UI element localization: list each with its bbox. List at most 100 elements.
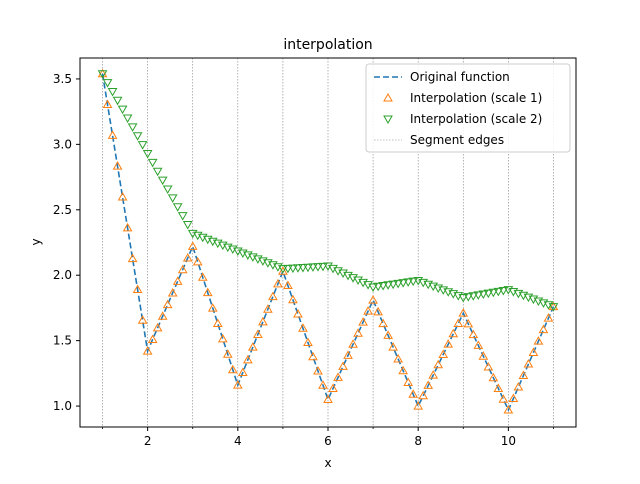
- legend-handle-scale2: [383, 115, 393, 125]
- scale2-point: [147, 158, 158, 168]
- scale1-point: [478, 351, 489, 360]
- scale2-point: [97, 70, 108, 79]
- scale2-point: [383, 281, 393, 290]
- scale1-point: [533, 336, 544, 345]
- scale1-point: [273, 278, 283, 288]
- scale1-point: [518, 370, 529, 380]
- scale1-point: [468, 329, 479, 339]
- scale2-point: [298, 264, 308, 273]
- scale1-point: [313, 366, 323, 375]
- scale1-point: [132, 284, 143, 293]
- scale1-point: [513, 382, 524, 391]
- scale1-point: [167, 287, 178, 297]
- scale1-point: [102, 99, 113, 109]
- scale1-point: [288, 294, 298, 304]
- legend-handle-scale1: [383, 92, 393, 102]
- scale1-point: [508, 393, 519, 403]
- scale1-point: [348, 339, 358, 348]
- scale1-point: [338, 361, 348, 370]
- scale2-point: [483, 289, 494, 299]
- scale1-point: [283, 280, 293, 290]
- x-tick-label: 2: [144, 434, 152, 448]
- scale1-point: [237, 367, 248, 376]
- scale1-point: [142, 346, 153, 355]
- scale2-point: [107, 87, 118, 97]
- x-axis-label: x: [324, 456, 331, 470]
- legend: Original function Interpolation (scale 1)…: [365, 63, 571, 153]
- scale1-point: [328, 383, 338, 392]
- chart-title: interpolation: [283, 37, 372, 53]
- scale1-point: [127, 253, 138, 263]
- scale2-point: [398, 279, 409, 288]
- scale1-point: [373, 306, 383, 316]
- scale2-point: [378, 282, 388, 291]
- scale1-point: [252, 329, 263, 339]
- scale1-point: [303, 337, 313, 347]
- legend-label: Original function: [410, 70, 510, 84]
- scale2-point: [388, 280, 398, 290]
- scale1-point: [418, 390, 429, 400]
- legend-label: Segment edges: [410, 133, 504, 147]
- scale1-point: [187, 241, 198, 250]
- scale2-point: [393, 279, 404, 289]
- scale1-point: [182, 253, 193, 262]
- legend-label: Interpolation (scale 1): [410, 91, 542, 105]
- y-tick-label: 1.5: [53, 334, 72, 348]
- scale2-point: [152, 167, 163, 177]
- scale1-point: [353, 328, 363, 337]
- scale2-point: [368, 283, 378, 292]
- scale1-point: [363, 306, 373, 315]
- scale1-point: [378, 318, 388, 328]
- scale2-point: [458, 293, 469, 303]
- scale1-point: [152, 322, 163, 332]
- scale2-point: [303, 263, 313, 273]
- x-tick-label: 6: [324, 434, 332, 448]
- scale2-point: [488, 288, 499, 298]
- scale2-point: [473, 291, 484, 300]
- scale1-point: [358, 317, 368, 326]
- scale1-point: [222, 349, 233, 358]
- scale1-point: [493, 383, 504, 392]
- y-tick-label: 1.0: [53, 399, 72, 413]
- original-function-line: [101, 73, 555, 412]
- scale1-point: [247, 342, 258, 351]
- scale2-point: [162, 185, 173, 195]
- scale1-point: [368, 295, 378, 304]
- scale1-point: [528, 347, 539, 357]
- scale1-point: [398, 365, 409, 375]
- scale1-point: [463, 318, 474, 328]
- scale1-point: [448, 328, 459, 338]
- scale1-point: [403, 377, 414, 387]
- scale2-point: [127, 123, 138, 132]
- scale2-point: [177, 212, 188, 221]
- scale2-point: [468, 292, 479, 301]
- scale1-point: [343, 350, 353, 359]
- scale1-point: [117, 191, 128, 201]
- scale1-point: [488, 372, 499, 382]
- scale2-point: [478, 290, 489, 299]
- scale1-point: [242, 354, 253, 364]
- y-tick-label: 3.5: [53, 72, 72, 86]
- scale1-point: [197, 272, 208, 281]
- scale1-point: [543, 313, 554, 322]
- scale1-point: [157, 311, 168, 320]
- scale1-point: [212, 318, 223, 327]
- scale1-point: [308, 351, 318, 361]
- scale1-point: [413, 401, 424, 410]
- y-tick-label: 2.5: [53, 203, 72, 217]
- scale1-point: [428, 370, 439, 379]
- x-tick-label: 10: [501, 434, 516, 448]
- scale1-point: [293, 309, 303, 318]
- scale2-point: [182, 220, 193, 230]
- scale1-point: [443, 339, 454, 348]
- scale1-point: [263, 304, 273, 313]
- scale2-point: [498, 286, 509, 296]
- x-tick-label: 8: [414, 434, 422, 448]
- scale1-point: [227, 364, 238, 374]
- scale1-point: [122, 222, 133, 232]
- scale2-point: [373, 282, 383, 292]
- scale2-point: [142, 150, 153, 159]
- scale1-point: [318, 380, 328, 389]
- scale1-point: [258, 316, 268, 326]
